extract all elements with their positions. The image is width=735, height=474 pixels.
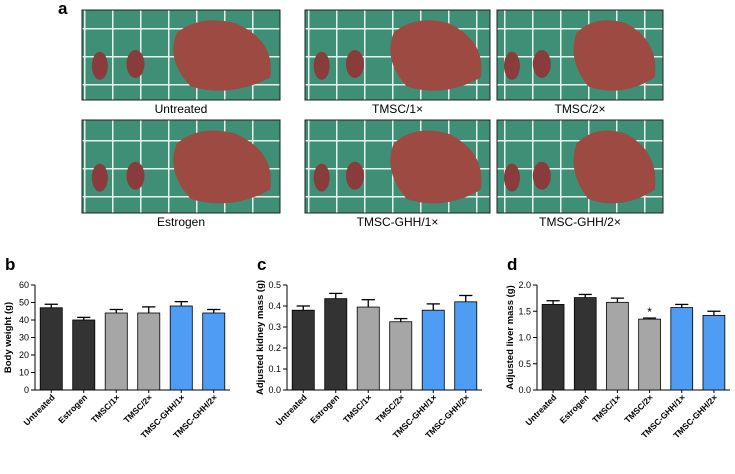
y-tick-label: 0.0	[518, 385, 531, 395]
x-tick-label: Estrogen	[308, 392, 341, 425]
y-tick-label: 50	[19, 298, 29, 308]
y-tick-label: 0.5	[518, 359, 531, 369]
kidney	[345, 50, 364, 78]
photo-caption: TMSC-GHH/2×	[539, 215, 621, 229]
liver	[573, 20, 656, 91]
x-tick-label: Estrogen	[56, 392, 89, 425]
bar	[291, 309, 315, 391]
x-tick-label: TMSC/1×	[590, 392, 623, 425]
x-tick-label: TMSC/2×	[622, 392, 655, 425]
y-tick-label: 0.1	[268, 364, 281, 374]
bar	[104, 312, 128, 391]
bar	[324, 298, 348, 391]
y-tick-label: 0.2	[268, 343, 281, 353]
kidney	[532, 50, 551, 78]
liver	[173, 130, 271, 204]
bar	[202, 312, 226, 391]
y-tick-label: 0.3	[268, 322, 281, 332]
bar	[421, 309, 445, 391]
x-tick-label: Untreated	[274, 392, 309, 427]
bar	[702, 315, 726, 391]
bar	[72, 319, 96, 391]
liver	[173, 20, 271, 91]
kidney	[532, 161, 551, 190]
panel-label: a	[58, 0, 68, 18]
kidney	[313, 163, 330, 192]
significance-mark: *	[647, 305, 652, 319]
panel-label: c	[257, 255, 266, 274]
kidney	[126, 50, 145, 78]
bar	[541, 304, 565, 391]
bar	[454, 301, 478, 391]
y-axis-label: Adjusted kidney mass (g)	[255, 280, 266, 395]
x-tick-label: TMSC/1×	[341, 392, 374, 425]
photo-caption: Untreated	[155, 102, 208, 116]
kidney	[345, 161, 364, 190]
kidney	[503, 51, 520, 80]
photo-panel	[81, 9, 664, 214]
y-tick-label: 30	[19, 333, 29, 343]
bar	[638, 318, 661, 391]
bar	[573, 297, 597, 391]
x-tick-label: TMSC/2×	[122, 392, 155, 425]
x-tick-label: TMSC/1×	[89, 392, 122, 425]
liver	[390, 130, 482, 204]
panel-label: d	[507, 255, 517, 274]
x-tick-label: Estrogen	[558, 392, 591, 425]
bar	[137, 312, 161, 391]
x-tick-label: TMSC/2×	[374, 392, 407, 425]
photo-caption: TMSC/2×	[554, 102, 605, 116]
x-tick-label: Untreated	[523, 392, 558, 427]
bar	[670, 307, 694, 391]
y-axis-label: Body weight (g)	[3, 302, 14, 373]
y-tick-label: 1.0	[518, 333, 531, 343]
bar	[39, 307, 63, 391]
y-tick-label: 0.4	[268, 301, 281, 311]
y-tick-label: 1.5	[518, 306, 531, 316]
y-axis-label: Adjusted liver mass (g)	[505, 285, 516, 390]
x-tick-label: Untreated	[22, 392, 57, 427]
kidney	[503, 163, 520, 192]
kidney	[91, 51, 108, 80]
photo-caption: TMSC/1×	[372, 102, 423, 116]
liver	[390, 20, 482, 91]
y-tick-label: 40	[19, 315, 29, 325]
photo-caption: Estrogen	[157, 215, 205, 229]
photo-caption: TMSC-GHH/1×	[357, 215, 439, 229]
bar	[606, 301, 629, 391]
kidney	[91, 163, 108, 192]
panel-label: b	[5, 255, 15, 274]
y-tick-label: 10	[19, 368, 29, 378]
y-tick-label: 2.0	[518, 280, 531, 290]
y-tick-label: 0.0	[268, 385, 281, 395]
liver	[573, 130, 656, 204]
y-tick-label: 0.5	[268, 280, 281, 290]
bar	[169, 305, 193, 391]
y-tick-label: 20	[19, 350, 29, 360]
kidney	[126, 161, 145, 190]
y-tick-label: 0	[24, 385, 29, 395]
bar	[389, 321, 413, 391]
y-tick-label: 60	[19, 280, 29, 290]
bar	[356, 306, 380, 391]
kidney	[313, 51, 330, 80]
